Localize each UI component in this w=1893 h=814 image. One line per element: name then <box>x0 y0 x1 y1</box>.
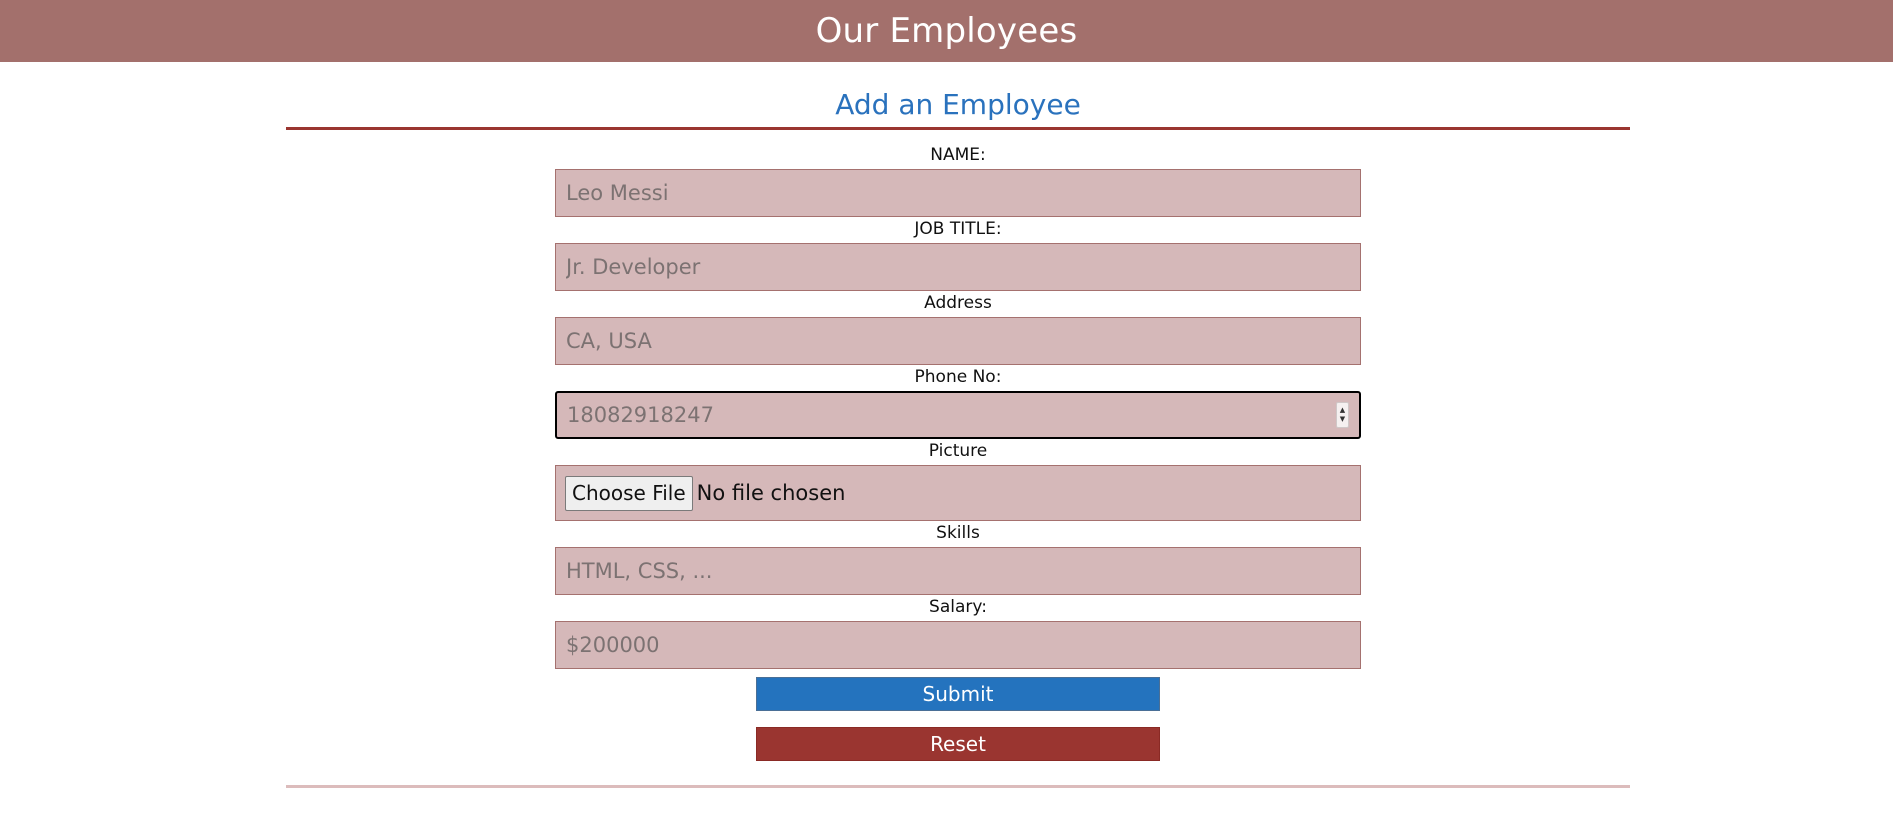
address-label: Address <box>924 293 992 313</box>
page-title: Our Employees <box>815 11 1078 51</box>
file-status-text: No file chosen <box>696 481 846 505</box>
picture-label: Picture <box>928 441 988 461</box>
title-divider <box>286 127 1630 130</box>
choose-file-button[interactable]: Choose File <box>565 475 693 511</box>
phone-spinner[interactable]: ▲ ▼ <box>1336 402 1349 428</box>
submit-button[interactable]: Submit <box>756 677 1160 711</box>
address-input[interactable] <box>555 317 1361 365</box>
bottom-divider <box>286 785 1630 788</box>
spinner-up-icon[interactable]: ▲ <box>1339 406 1346 414</box>
skills-label: Skills <box>936 523 980 543</box>
skills-input[interactable] <box>555 547 1361 595</box>
picture-file-input[interactable]: Choose File No file chosen <box>555 465 1361 521</box>
phone-input[interactable] <box>555 391 1361 439</box>
job-title-input[interactable] <box>555 243 1361 291</box>
name-label: NAME: <box>930 145 986 165</box>
form-title: Add an Employee <box>835 88 1081 121</box>
phone-label: Phone No: <box>914 367 1002 387</box>
spinner-down-icon[interactable]: ▼ <box>1339 415 1346 423</box>
reset-button[interactable]: Reset <box>756 727 1160 761</box>
salary-label: Salary: <box>929 597 987 617</box>
page-header: Our Employees <box>0 0 1893 62</box>
job-title-label: JOB TITLE: <box>914 219 1002 239</box>
name-input[interactable] <box>555 169 1361 217</box>
salary-input[interactable] <box>555 621 1361 669</box>
